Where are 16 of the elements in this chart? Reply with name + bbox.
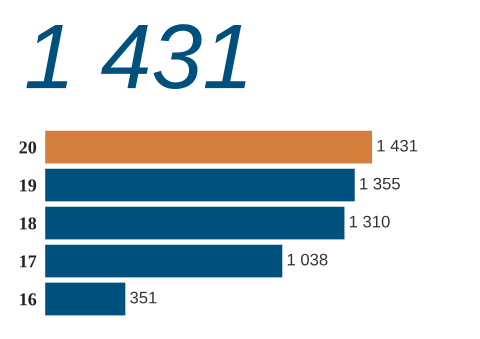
chart-title: 1 431 [26,24,246,90]
y-tick-label: 16 [20,293,36,306]
data-label: 1 355 [360,178,400,190]
y-tick-label: 17 [20,255,36,268]
bar [45,282,126,316]
bar [45,168,355,202]
data-label: 1 431 [378,140,418,152]
data-label: 351 [130,292,156,304]
bar [45,206,344,240]
y-tick-label: 18 [20,217,36,230]
data-label: 1 038 [288,254,328,266]
bar [45,130,372,164]
bar [45,244,282,278]
y-tick-label: 20 [19,141,36,154]
data-label: 1 310 [350,216,390,228]
y-tick-label: 19 [20,179,36,192]
